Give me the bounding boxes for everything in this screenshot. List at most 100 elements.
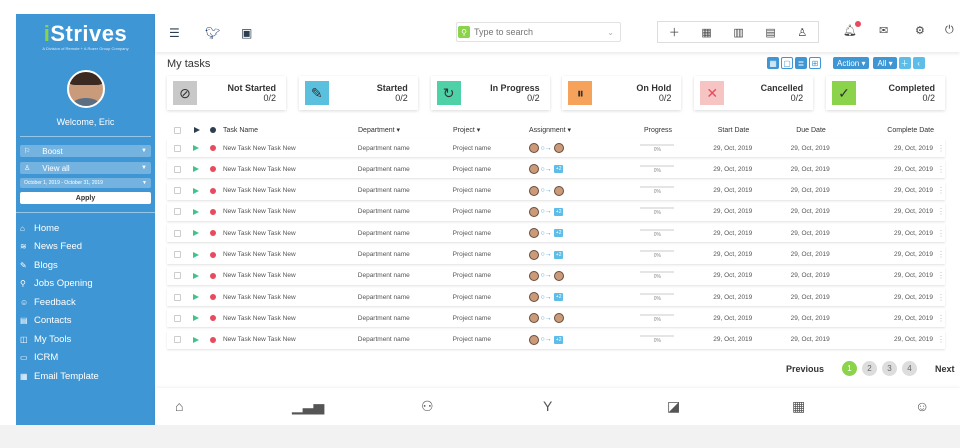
planner-icon[interactable]: ▤ xyxy=(765,26,776,39)
status-card-on-hold[interactable]: ⏸ On Hold 0/2 xyxy=(562,76,682,110)
more-options-icon[interactable]: ⋮ xyxy=(937,292,946,302)
flag-icon[interactable] xyxy=(193,272,200,279)
home-icon[interactable]: ⌂ xyxy=(175,398,184,414)
logout-icon[interactable]: ⏻ xyxy=(945,24,954,36)
row-checkbox[interactable] xyxy=(173,314,181,322)
smiley-icon[interactable]: ☺ xyxy=(915,398,930,414)
date-range-picker[interactable]: October 1, 2019 - October 31, 2019 ▼ xyxy=(20,178,151,188)
row-checkbox[interactable] xyxy=(173,272,181,280)
row-checkbox[interactable] xyxy=(173,144,181,152)
select-all-checkbox[interactable] xyxy=(174,126,181,134)
task-name[interactable]: New Task New Task New xyxy=(222,314,296,322)
inbox-icon[interactable]: ▣ xyxy=(241,26,253,40)
table-row[interactable]: New Task New Task New Department name Proj… xyxy=(167,160,945,179)
table-row[interactable]: New Task New Task New Department name Proj… xyxy=(167,224,946,243)
notification-icon[interactable]: 🔔︎ xyxy=(843,21,861,37)
owner-avatar[interactable] xyxy=(528,143,539,153)
task-name[interactable]: New Task New Task New xyxy=(222,272,296,280)
row-checkbox[interactable] xyxy=(173,336,181,344)
table-row[interactable]: New Task New Task New Department name Proj… xyxy=(167,139,945,157)
flag-icon[interactable] xyxy=(193,294,200,301)
twitter-icon[interactable]: 🐦︎ xyxy=(205,26,221,40)
trophy-icon[interactable]: Y xyxy=(543,398,553,414)
report-icon[interactable]: ◪ xyxy=(667,398,681,414)
task-name[interactable]: New Task New Task New xyxy=(222,144,296,152)
boost-select[interactable]: ⚐ Boost ▼ xyxy=(20,145,151,157)
chart-icon[interactable]: ▥ xyxy=(733,26,744,39)
sidebar-item-my-tools[interactable]: ◫ My Tools xyxy=(20,333,72,345)
add-icon[interactable]: ＋ xyxy=(668,27,680,39)
logo[interactable]: iStrives A Division of Remote + A Rozer … xyxy=(42,21,129,51)
avatar[interactable] xyxy=(66,70,105,108)
task-name[interactable]: New Task New Task New xyxy=(222,251,296,258)
more-assignees-badge[interactable]: +2 xyxy=(553,207,564,216)
profile-icon[interactable]: ♙ xyxy=(797,26,808,39)
column-department[interactable]: Department ▾ xyxy=(358,127,401,134)
flag-icon[interactable] xyxy=(193,336,200,343)
more-options-icon[interactable]: ⋮ xyxy=(937,207,946,217)
more-assignees-badge[interactable]: +2 xyxy=(553,335,564,344)
assignee-avatar[interactable] xyxy=(553,185,564,196)
flag-icon[interactable] xyxy=(193,251,200,258)
table-row[interactable]: New Task New Task New Department name Proj… xyxy=(167,181,946,200)
row-checkbox[interactable] xyxy=(173,293,181,301)
more-options-icon[interactable]: ⋮ xyxy=(937,186,946,196)
flag-icon[interactable] xyxy=(193,166,200,173)
table-row[interactable]: New Task New Task New Department name Proj… xyxy=(167,245,946,264)
collapse-icon[interactable]: ‹ xyxy=(912,57,925,69)
column-assignment[interactable]: Assignment ▾ xyxy=(529,126,572,135)
task-name[interactable]: New Task New Task New xyxy=(222,336,296,344)
page-2-button[interactable]: 2 xyxy=(862,361,878,376)
sidebar-item-feedback[interactable]: ☺ Feedback xyxy=(20,296,76,308)
more-options-icon[interactable]: ⋮ xyxy=(937,271,946,281)
owner-avatar[interactable] xyxy=(528,164,539,175)
card-view-icon[interactable]: ▢ xyxy=(781,57,793,69)
more-options-icon[interactable]: ⋮ xyxy=(937,228,946,238)
table-row[interactable]: New Task New Task New Department name Proj… xyxy=(167,202,946,221)
more-assignees-badge[interactable]: +2 xyxy=(553,293,564,302)
more-options-icon[interactable]: ⋮ xyxy=(937,250,946,259)
more-assignees-badge[interactable]: +2 xyxy=(553,229,564,238)
list-view-icon[interactable]: ≣ xyxy=(795,57,807,69)
search-input[interactable] xyxy=(474,27,608,37)
owner-avatar[interactable] xyxy=(528,249,539,260)
flag-icon[interactable] xyxy=(193,145,200,151)
menu-icon[interactable]: ☰ xyxy=(169,26,180,40)
sidebar-item-blogs[interactable]: ✎ Blogs xyxy=(20,259,58,271)
sidebar-item-home[interactable]: ⌂ Home xyxy=(20,222,60,234)
previous-button[interactable]: Previous xyxy=(786,363,825,374)
view-all-select[interactable]: ♙ View all ▼ xyxy=(20,162,151,174)
status-card-cancelled[interactable]: ✕ Cancelled 0/2 xyxy=(694,76,814,110)
more-options-icon[interactable]: ⋮ xyxy=(937,143,946,153)
more-options-icon[interactable]: ⋮ xyxy=(937,335,946,345)
column-start-date[interactable]: Start Date xyxy=(717,126,750,134)
task-name[interactable]: New Task New Task New xyxy=(222,293,296,301)
row-checkbox[interactable] xyxy=(173,165,181,173)
table-row[interactable]: New Task New Task New Department name Proj… xyxy=(167,266,946,285)
status-card-not-started[interactable]: ⊘ Not Started 0/2 xyxy=(167,76,286,110)
owner-avatar[interactable] xyxy=(528,228,539,239)
status-card-completed[interactable]: ✓ Completed 0/2 xyxy=(825,76,945,110)
apply-button[interactable]: Apply xyxy=(20,192,151,204)
analytics-icon[interactable]: ▁▃▅ xyxy=(292,398,325,414)
table-row[interactable]: New Task New Task New Department name Proj… xyxy=(167,288,946,307)
sidebar-item-contacts[interactable]: ▤ Contacts xyxy=(20,315,72,327)
column-progress[interactable]: Progress xyxy=(643,126,672,134)
board-view-icon[interactable]: ⊞ xyxy=(809,57,821,69)
row-checkbox[interactable] xyxy=(173,251,181,258)
column-project[interactable]: Project ▾ xyxy=(453,127,481,134)
assignee-avatar[interactable] xyxy=(553,143,564,153)
action-button[interactable]: Action ▾ xyxy=(833,57,870,69)
calendar-icon[interactable]: ▦ xyxy=(792,398,806,414)
assignee-avatar[interactable] xyxy=(553,270,564,281)
owner-avatar[interactable] xyxy=(528,334,539,345)
more-assignees-badge[interactable]: +2 xyxy=(553,165,564,174)
owner-avatar[interactable] xyxy=(528,270,539,281)
owner-avatar[interactable] xyxy=(528,292,539,303)
next-button[interactable]: Next xyxy=(935,363,955,374)
search-icon[interactable]: ⚲ xyxy=(458,26,470,38)
task-name[interactable]: New Task New Task New xyxy=(222,208,296,216)
add-task-button[interactable]: ＋ xyxy=(898,57,911,69)
task-name[interactable]: New Task New Task New xyxy=(222,229,296,237)
grid-view-icon[interactable]: ▦ xyxy=(767,57,779,69)
